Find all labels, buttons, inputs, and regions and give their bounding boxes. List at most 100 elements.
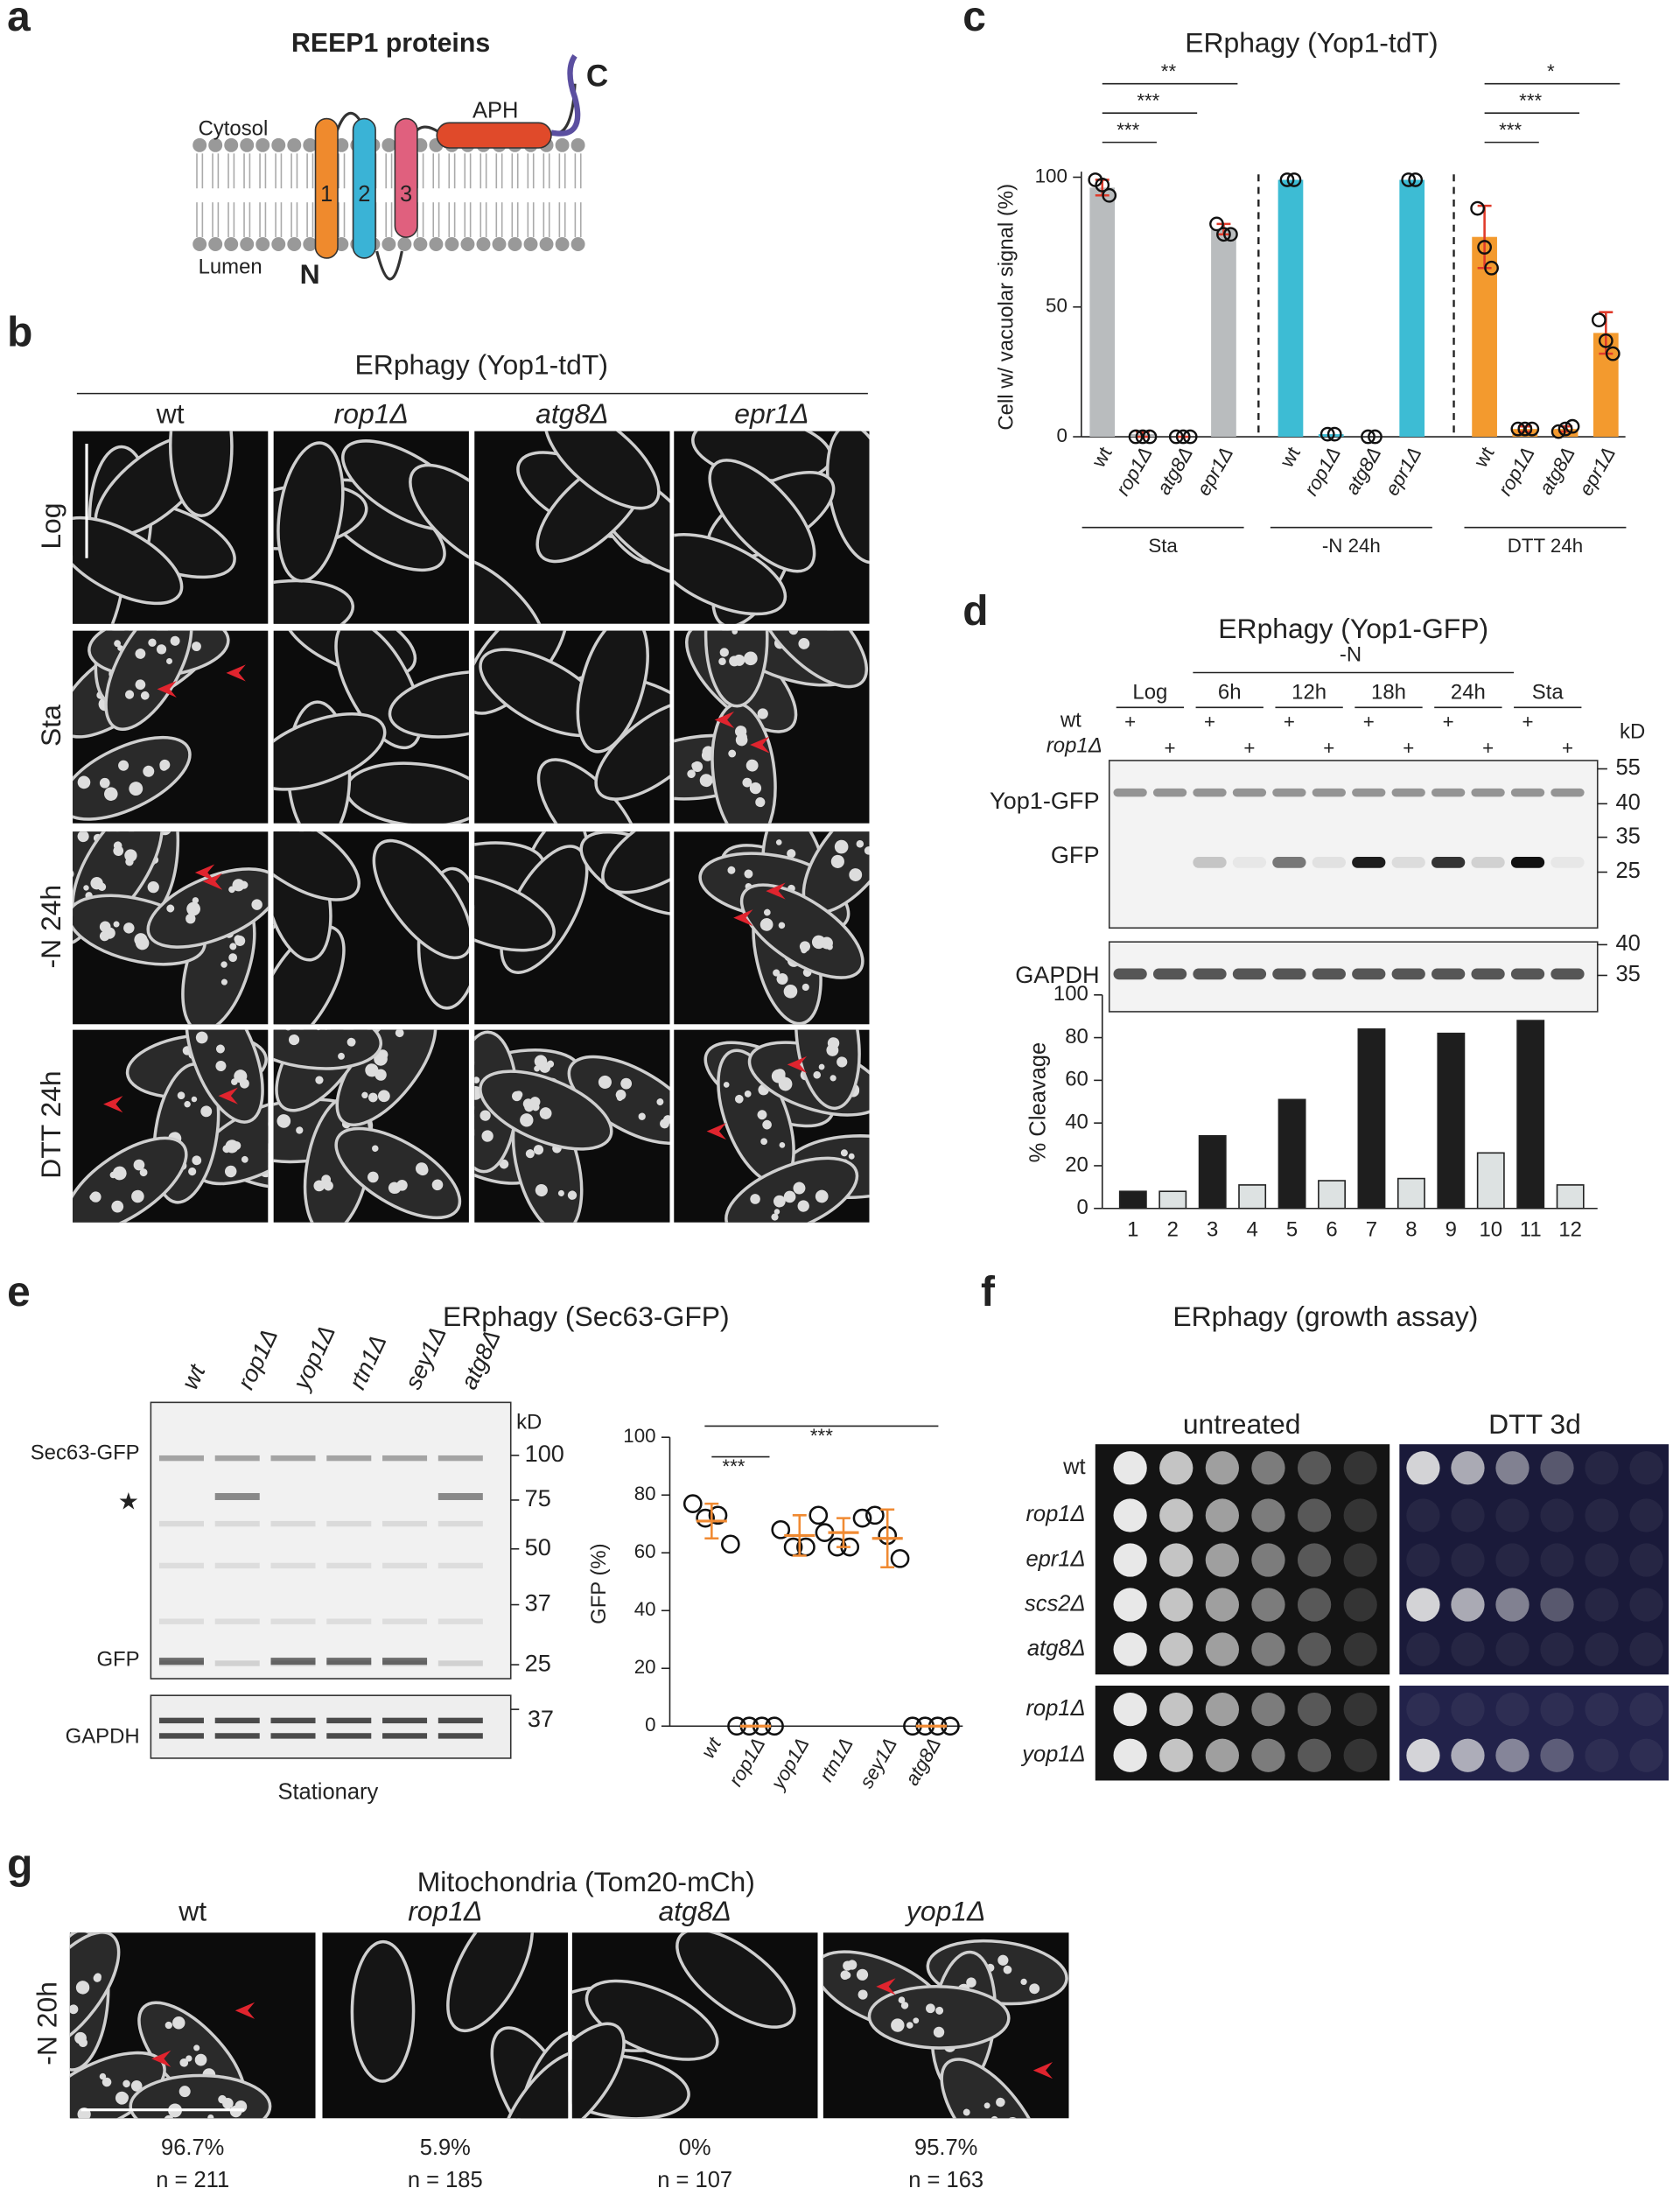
data-point [1564, 418, 1580, 434]
vacuole-signal [827, 1037, 840, 1049]
data-point [1524, 421, 1540, 437]
vacuole-signal [225, 1140, 239, 1154]
spot [1251, 1738, 1285, 1772]
vacuole-signal [200, 1105, 213, 1118]
cell-group [350, 1932, 569, 2119]
band-label: GAPDH [1015, 961, 1099, 988]
lane-plus: + [1562, 737, 1573, 759]
vacuole-signal [818, 1063, 825, 1070]
y-tick-label: 0 [645, 1714, 655, 1736]
data-point [720, 1534, 740, 1554]
vacuole-signal [377, 1049, 388, 1060]
x-tick-label: wt [1469, 443, 1499, 472]
panel-letter: c [962, 0, 986, 40]
bar [1512, 429, 1538, 438]
vacuole-signal [148, 638, 157, 647]
spot [1585, 1543, 1619, 1577]
band [1352, 788, 1386, 797]
timepoint-label: 18h [1371, 681, 1406, 705]
spot [1343, 1738, 1377, 1772]
lipid-head [570, 137, 585, 152]
strain-label: rop1Δ [1026, 1502, 1085, 1526]
plate [1399, 1686, 1670, 1781]
vacuole-signal [546, 1060, 555, 1068]
lipid-head [192, 237, 207, 251]
data-point [1517, 421, 1533, 437]
vacuole-signal [239, 1078, 249, 1089]
band [1550, 968, 1585, 980]
lane-plus: + [1284, 711, 1295, 733]
spot [1297, 1632, 1332, 1666]
data-point [1591, 312, 1606, 327]
vacuole-signal [834, 839, 849, 854]
bar [1318, 434, 1344, 438]
vacuole-signal [773, 969, 780, 977]
cell [273, 925, 346, 1025]
band [214, 1520, 260, 1527]
data-point [696, 1508, 715, 1528]
timepoint-label: 6h [1218, 681, 1242, 705]
band [214, 1733, 260, 1739]
spot [1343, 1588, 1377, 1622]
cell [756, 630, 869, 689]
data-point [1558, 421, 1573, 437]
vacuole-signal [848, 1153, 855, 1160]
data-point [1470, 200, 1486, 216]
vacuole-signal [186, 913, 196, 924]
vacuole-signal [798, 638, 810, 649]
vacuole-signal [723, 623, 730, 630]
vacuole-signal [864, 846, 870, 855]
band [158, 1733, 204, 1739]
vacuole-signal [906, 2022, 914, 2029]
vacuole-signal [757, 1110, 767, 1120]
band [1432, 968, 1466, 980]
spot [1451, 1451, 1485, 1485]
arrowhead [706, 1122, 726, 1140]
vacuole-signal [534, 1065, 541, 1072]
label: untreated [1183, 1408, 1301, 1440]
spot [1540, 1451, 1574, 1485]
cell [571, 2022, 626, 2119]
band [1152, 788, 1187, 797]
panel-letter: b [7, 309, 32, 355]
cell [708, 459, 816, 573]
vacuole-signal [417, 1164, 429, 1176]
vacuole-signal [164, 2114, 174, 2119]
vacuole-signal [620, 1077, 633, 1090]
cell [446, 1932, 535, 2033]
significance: *** [722, 1455, 745, 1477]
vacuole-signal [750, 1194, 760, 1204]
lane-plus: + [1323, 737, 1334, 759]
x-tick-label: 11 [1520, 1218, 1542, 1242]
band [1232, 856, 1267, 868]
spot [1540, 1632, 1574, 1666]
panel-title: ERphagy (Yop1-tdT) [355, 349, 608, 381]
spot [1540, 1738, 1574, 1772]
band [158, 1455, 204, 1462]
lipid-head [271, 137, 286, 152]
data-point [1279, 172, 1295, 187]
spot [1297, 1692, 1332, 1727]
band [158, 1562, 204, 1569]
x-tick-label: 12 [1558, 1218, 1582, 1242]
bar [1278, 1098, 1306, 1210]
spot [1406, 1588, 1440, 1622]
data-point [890, 1548, 910, 1568]
arrowhead [234, 2002, 256, 2019]
lane-plus: + [1443, 711, 1454, 733]
vacuole-signal [130, 2080, 143, 2092]
panel-title: ERphagy (Yop1-GFP) [1218, 613, 1488, 644]
vacuole-signal [778, 1076, 793, 1091]
data-point [852, 1508, 872, 1528]
vacuole-signal [313, 1180, 326, 1192]
vacuole-signal [188, 1167, 197, 1176]
vacuole-signal [124, 849, 137, 862]
vacuole-signal [207, 2114, 214, 2119]
vacuole-signal [797, 1200, 809, 1212]
spot [1451, 1692, 1485, 1727]
band [1510, 788, 1545, 797]
vacuole-signal [830, 1075, 836, 1082]
arrowhead [226, 664, 246, 682]
spot [1540, 1588, 1574, 1622]
cell [594, 699, 670, 801]
